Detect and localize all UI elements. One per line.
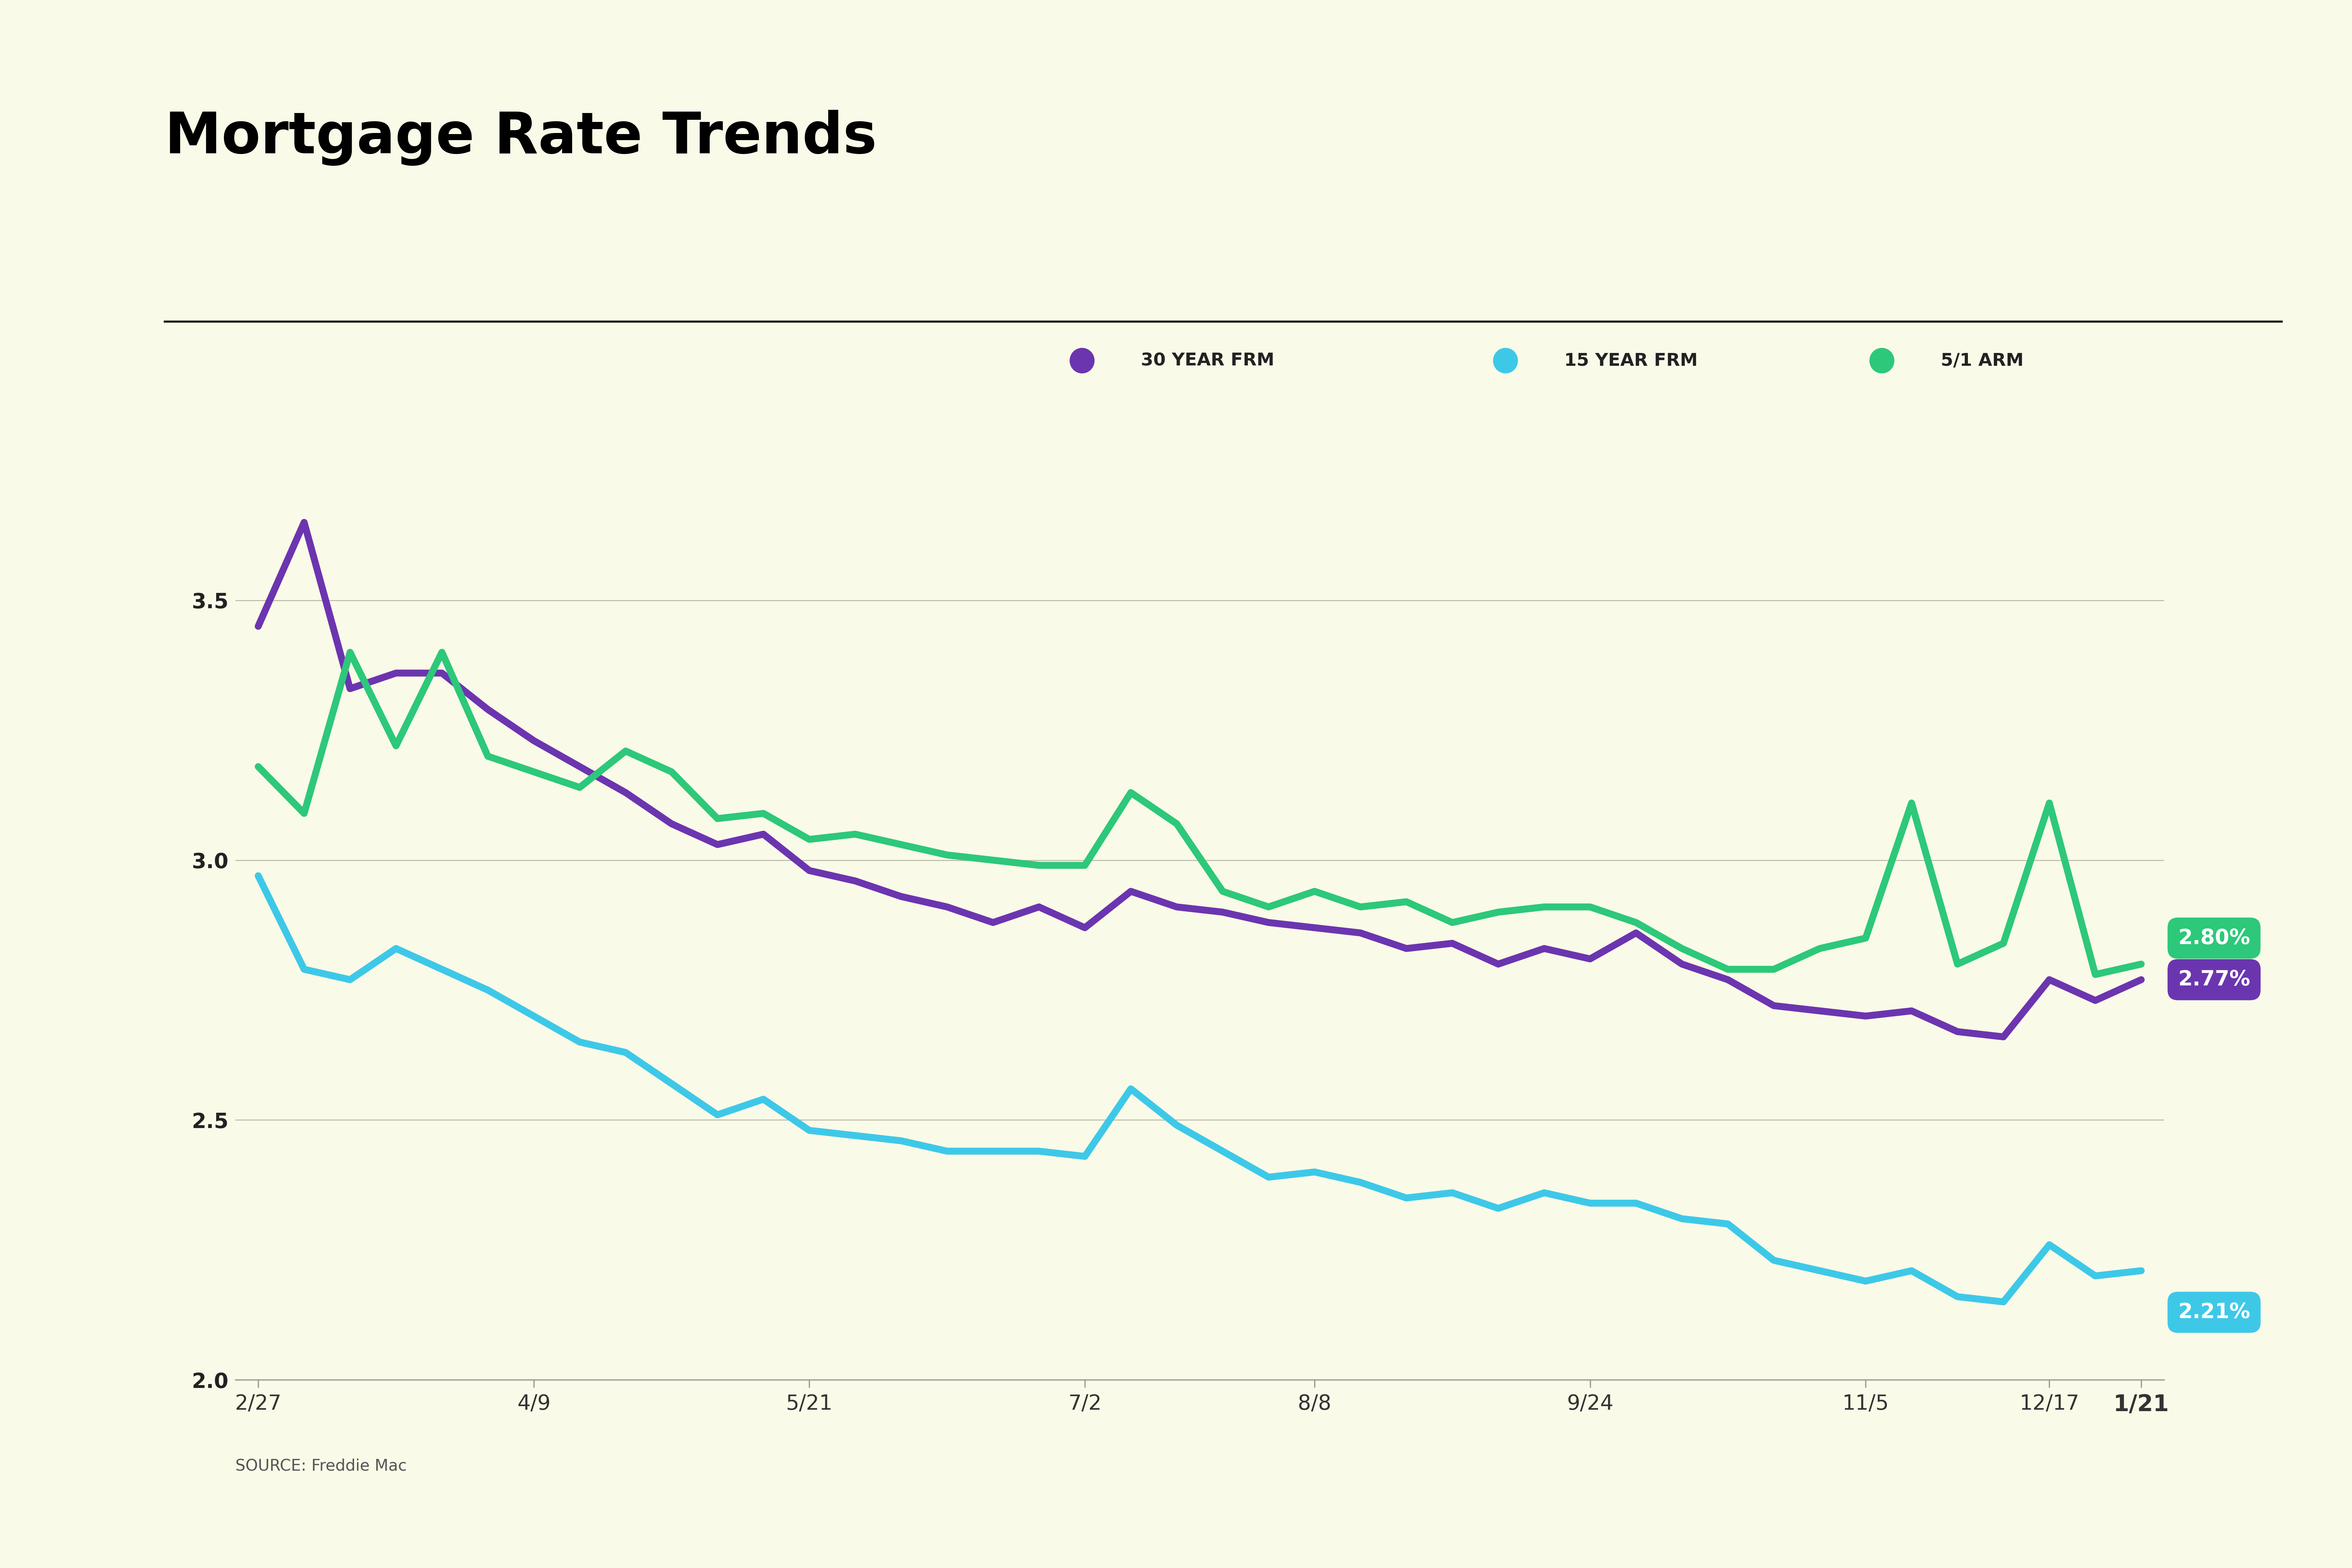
Text: 5/1 ARM: 5/1 ARM [1940, 353, 2023, 368]
Text: 15 YEAR FRM: 15 YEAR FRM [1564, 353, 1698, 368]
Text: 2.80%: 2.80% [2178, 928, 2251, 949]
Text: 2.77%: 2.77% [2178, 969, 2251, 989]
Text: 30 YEAR FRM: 30 YEAR FRM [1141, 353, 1275, 368]
Text: Mortgage Rate Trends: Mortgage Rate Trends [165, 110, 877, 166]
Text: 2.21%: 2.21% [2178, 1301, 2251, 1322]
Text: SOURCE: Freddie Mac: SOURCE: Freddie Mac [235, 1458, 407, 1474]
